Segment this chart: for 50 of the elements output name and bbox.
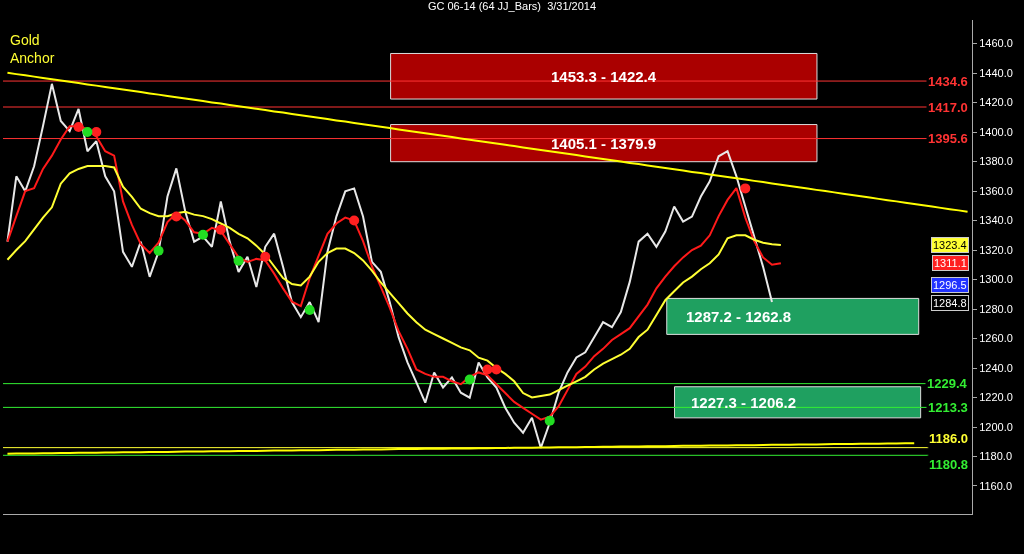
band-label: 1405.1 - 1379.9	[551, 135, 657, 152]
y-tick-label: 1280.0	[979, 302, 1013, 315]
point	[349, 215, 360, 226]
point	[544, 415, 555, 426]
y-tick-label: 1420.0	[979, 96, 1013, 109]
y-tick-label: 1400.0	[979, 125, 1013, 138]
point	[82, 127, 93, 138]
point	[153, 245, 164, 256]
ref-line-label: 1229.4	[927, 376, 968, 391]
band-label: 1453.3 - 1422.4	[551, 68, 657, 85]
y-tick-label: 1340.0	[979, 214, 1013, 227]
point	[304, 305, 315, 316]
point	[464, 374, 475, 385]
point	[491, 364, 502, 375]
line-series	[6, 71, 969, 213]
chart-title: GC 06-14 (64 JJ_Bars) 3/31/2014	[427, 0, 597, 13]
y-tick-label: 1240.0	[979, 361, 1013, 374]
line-series	[6, 442, 916, 455]
annotation: 1311.1	[934, 257, 967, 269]
y-tick-label: 1300.0	[979, 273, 1013, 286]
band-label: 1227.3 - 1206.2	[691, 394, 797, 411]
y-tick-label: 1360.0	[979, 184, 1013, 197]
point	[73, 122, 84, 133]
annotation: Gold Anchor	[10, 32, 55, 67]
y-tick-label: 1380.0	[979, 155, 1013, 168]
y-tick-label: 1200.0	[979, 420, 1013, 433]
annotation: 1296.5	[933, 279, 967, 291]
point	[171, 211, 182, 222]
point	[198, 229, 209, 240]
y-tick-label: 1220.0	[979, 391, 1013, 404]
y-tick-label: 1460.0	[979, 37, 1013, 50]
y-tick-label: 1320.0	[979, 243, 1013, 256]
ref-line-label: 1186.0	[929, 431, 969, 446]
y-tick-label: 1440.0	[979, 66, 1013, 79]
annotation: 1323.4	[933, 239, 967, 251]
ref-line-label: 1213.3	[928, 400, 968, 415]
point	[215, 224, 226, 235]
point	[233, 255, 244, 266]
point	[740, 183, 751, 194]
y-tick-label: 1160.0	[979, 479, 1013, 492]
ref-line-label: 1434.6	[928, 74, 968, 89]
point	[91, 127, 102, 138]
ref-line-label: 1395.6	[928, 131, 968, 146]
ref-line-label: 1417.0	[928, 100, 968, 115]
band-label: 1287.2 - 1262.8	[686, 308, 792, 325]
ref-line-label: 1180.8	[929, 457, 969, 472]
point	[260, 251, 271, 262]
y-tick-label: 1260.0	[979, 332, 1013, 345]
annotation: 1284.8	[933, 297, 967, 309]
y-tick-label: 1180.0	[979, 450, 1013, 463]
